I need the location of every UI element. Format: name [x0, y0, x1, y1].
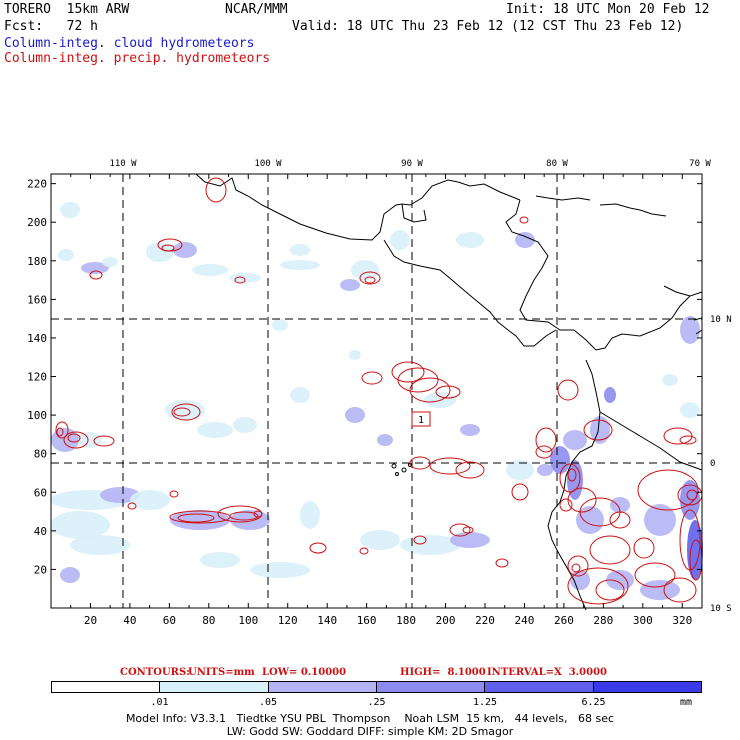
x-tick-label: 160 — [357, 614, 377, 627]
lat-label: 0 — [710, 459, 715, 469]
y-tick-label: 40 — [34, 525, 47, 538]
x-tick-label: 240 — [515, 614, 535, 627]
x-tick-label: 80 — [202, 614, 215, 627]
colorbar-segment — [376, 682, 486, 692]
lon-label: 70 W — [689, 159, 711, 169]
x-tick-label: 220 — [475, 614, 495, 627]
y-tick-label: 180 — [27, 255, 47, 268]
x-tick-label: 300 — [633, 614, 653, 627]
contours-low: LOW= 0.10000 — [262, 667, 347, 678]
y-tick-label: 100 — [27, 409, 47, 422]
max-label: 1 — [418, 415, 424, 426]
x-tick-label: 280 — [593, 614, 613, 627]
longitude-labels: 110 W 100 W 90 W 80 W 70 W — [109, 159, 711, 169]
forecast-hour: Fcst: 72 h — [4, 19, 98, 34]
model-title: TORERO 15km ARW — [4, 2, 130, 17]
contours-units: UNITS=mm — [188, 667, 255, 678]
x-tick-label: 100 — [238, 614, 258, 627]
y-tick-label: 120 — [27, 371, 47, 384]
model-info-line2: LW: Godd SW: Goddard DIFF: simple KM: 2D… — [226, 725, 514, 738]
y-tick-label: 160 — [27, 293, 47, 306]
x-tick-label: 200 — [436, 614, 456, 627]
x-tick-label: 120 — [278, 614, 298, 627]
axis-tick-labels: 20 40 60 80 100 120 140 160 180 200 220 240 260 280 30… — [27, 178, 692, 627]
colorbar-segment — [160, 682, 269, 692]
y-tick-label: 20 — [34, 563, 47, 576]
colorbar-level-label: .25 — [367, 697, 386, 708]
colorbar-level-label: 6.25 — [581, 697, 606, 708]
x-tick-label: 60 — [163, 614, 176, 627]
lat-label: 10 N — [710, 315, 732, 325]
lat-lon-grid — [51, 174, 702, 608]
x-tick-label: 40 — [123, 614, 136, 627]
contours-high: HIGH= 8.1000 — [400, 667, 486, 678]
x-tick-label: 260 — [554, 614, 574, 627]
lat-label: 10 S — [710, 604, 732, 614]
lon-label: 100 W — [254, 159, 282, 169]
contours-label: CONTOURS: — [120, 667, 190, 678]
colorbar-segment — [485, 682, 594, 692]
y-tick-label: 60 — [34, 486, 47, 499]
colorbar — [51, 681, 702, 693]
lon-label: 110 W — [109, 159, 137, 169]
x-tick-label: 140 — [317, 614, 337, 627]
init-time: Init: 18 UTC Mon 20 Feb 12 — [506, 2, 710, 17]
y-tick-label: 200 — [27, 216, 47, 229]
colorbar-segment — [52, 682, 161, 692]
y-tick-label: 80 — [34, 448, 47, 461]
x-tick-label: 320 — [672, 614, 692, 627]
colorbar-segment — [268, 682, 377, 692]
cloud-hydrometeor-fill — [50, 202, 703, 600]
organization-label: NCAR/MMM — [225, 2, 288, 17]
x-tick-label: 180 — [396, 614, 416, 627]
model-info-line1: Model Info: V3.3.1 Tiedtke YSU PBL Thomp… — [125, 712, 615, 725]
colorbar-level-label: 1.25 — [472, 697, 498, 708]
map-frame — [50, 173, 703, 609]
lon-label: 80 W — [546, 159, 568, 169]
valid-time: Valid: 18 UTC Thu 23 Feb 12 (12 CST Thu … — [292, 19, 684, 34]
colorbar-unit: mm — [679, 697, 693, 708]
cloud-field-label: Column-integ. cloud hydrometeors — [4, 36, 255, 51]
coastline — [195, 173, 703, 611]
max-marker: 1 — [411, 411, 431, 427]
y-tick-label: 140 — [27, 332, 47, 345]
precip-contours — [55, 177, 703, 605]
colorbar-level-label: .05 — [258, 697, 278, 708]
axis-ticks — [51, 174, 702, 608]
precip-field-label: Column-integ. precip. hydrometeors — [4, 51, 271, 66]
colorbar-segment — [593, 682, 701, 692]
latitude-labels: 10 N 0 10 S — [710, 315, 732, 614]
colorbar-level-label: .01 — [150, 697, 169, 708]
y-tick-label: 220 — [27, 178, 47, 191]
contours-interval: INTERVAL=X 3.0000 — [487, 667, 607, 678]
x-tick-label: 20 — [84, 614, 97, 627]
lon-label: 90 W — [401, 159, 423, 169]
